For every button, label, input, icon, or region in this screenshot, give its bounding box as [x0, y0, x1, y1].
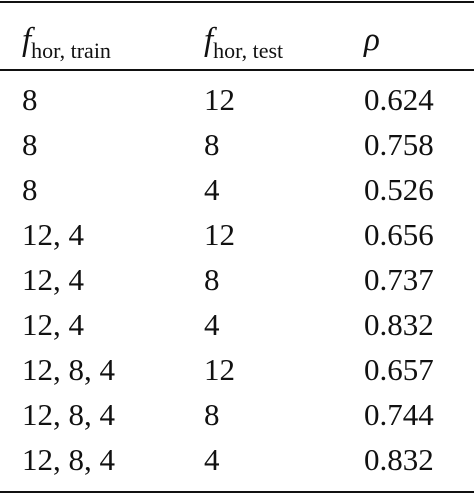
header-symbol: f — [204, 22, 214, 58]
table-cell: 0.832 — [364, 442, 434, 477]
table-cell: 12 — [204, 217, 235, 252]
header-subscript: hor, test — [213, 38, 284, 63]
table-cell: 12 — [204, 82, 235, 117]
table-cell: 12, 4 — [22, 217, 84, 252]
header-rule — [0, 69, 474, 71]
table-cell: 8 — [204, 127, 220, 162]
table-cell: 0.744 — [364, 397, 434, 432]
table-cell: 0.657 — [364, 352, 434, 387]
table-cell: 12, 8, 4 — [22, 442, 115, 477]
table-cell: 4 — [204, 442, 220, 477]
table-cell: 8 — [22, 82, 38, 117]
table-cell: 0.832 — [364, 307, 434, 342]
table-cell: 12, 4 — [22, 262, 84, 297]
table-cell: 12, 8, 4 — [22, 352, 115, 387]
table-cell: 0.624 — [364, 82, 434, 117]
table-cell: 4 — [204, 307, 220, 342]
table-cell: 8 — [204, 397, 220, 432]
header-symbol: ρ — [364, 22, 380, 58]
table-cell: 8 — [22, 127, 38, 162]
header-cell: ρ — [364, 18, 380, 62]
table-cell: 0.526 — [364, 172, 434, 207]
header-subscript: hor, train — [31, 38, 111, 63]
bottom-rule — [0, 491, 474, 493]
header-cell: fhor, test — [204, 18, 284, 63]
table-cell: 0.758 — [364, 127, 434, 162]
table-cell: 12, 8, 4 — [22, 397, 115, 432]
table-cell: 12 — [204, 352, 235, 387]
table-cell: 0.737 — [364, 262, 434, 297]
table-cell: 4 — [204, 172, 220, 207]
table-cell: 8 — [22, 172, 38, 207]
table-cell: 8 — [204, 262, 220, 297]
table-cell: 12, 4 — [22, 307, 84, 342]
top-rule — [0, 1, 474, 3]
table-cell: 0.656 — [364, 217, 434, 252]
header-cell: fhor, train — [22, 18, 111, 63]
header-symbol: f — [22, 22, 32, 58]
